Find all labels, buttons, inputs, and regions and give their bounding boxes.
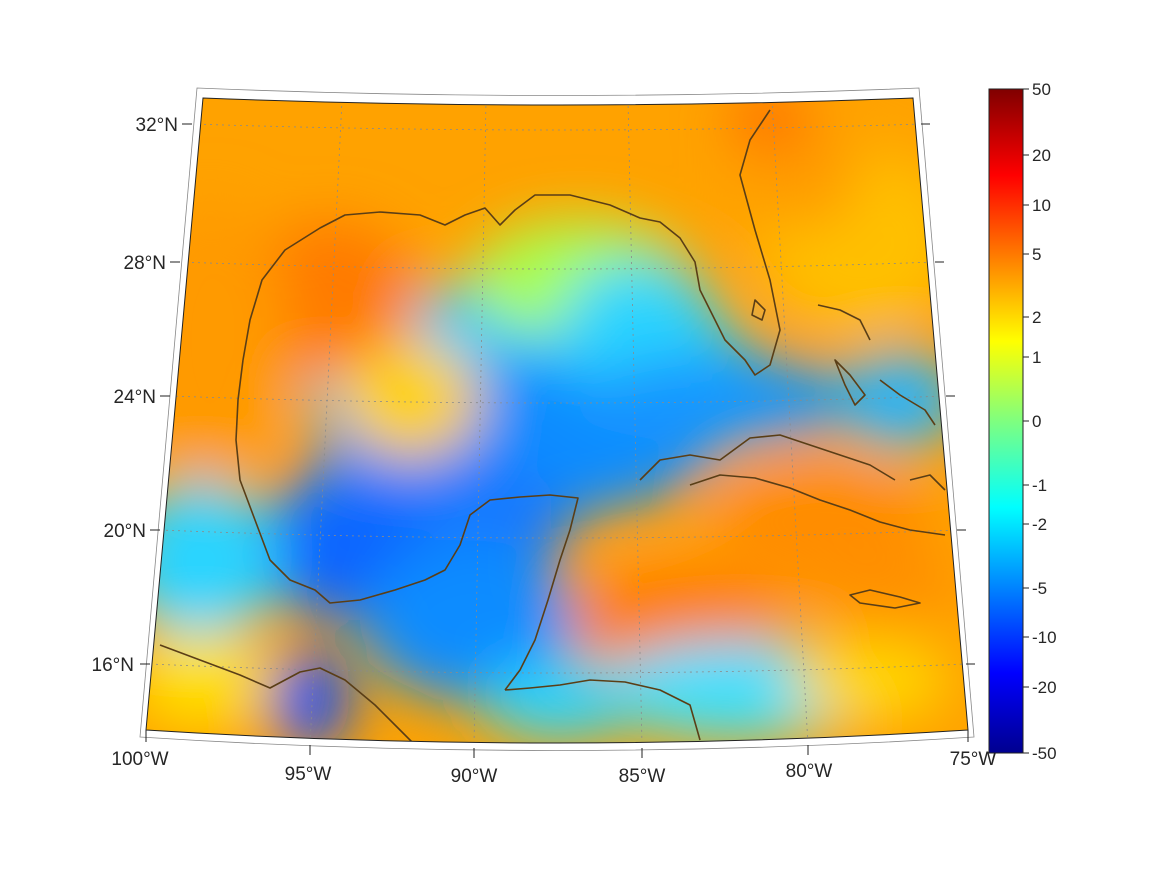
colorbar-tick-label: 5 (1032, 245, 1041, 264)
lon-label: 85°W (619, 766, 666, 787)
lat-label: 16°N (92, 655, 134, 676)
colorbar: 50 20 10 5 2 1 0 -1 -2 -5 -10 -20 -50 (988, 80, 1057, 763)
colorbar-tick-label: 2 (1032, 308, 1041, 327)
colorbar-tick-label: 0 (1032, 412, 1041, 431)
map-border (145, 97, 969, 744)
coastline (159, 109, 946, 743)
lat-label: 32°N (136, 115, 178, 136)
lon-label: 90°W (451, 766, 498, 787)
data-field (146, 98, 968, 743)
colorbar-tick-label: 50 (1032, 80, 1051, 99)
lat-label: 28°N (124, 253, 166, 274)
lon-labels: 100°W 95°W 90°W 85°W 80°W 75°W (111, 749, 996, 787)
colorbar-tick-label: 1 (1032, 348, 1041, 367)
axis-ticks (140, 123, 975, 758)
lat-label: 24°N (114, 387, 156, 408)
colorbar-gradient (988, 88, 1024, 754)
lon-label: 75°W (950, 749, 997, 770)
graticule (149, 99, 967, 743)
colorbar-tick-label: -2 (1032, 515, 1047, 534)
colorbar-tick-label: -50 (1032, 744, 1057, 763)
lat-label: 20°N (104, 521, 146, 542)
lon-label: 95°W (285, 764, 332, 785)
colorbar-tick-label: -1 (1032, 476, 1047, 495)
colorbar-tick-label: -10 (1032, 628, 1057, 647)
colorbar-tick-label: -5 (1032, 579, 1047, 598)
lon-label: 100°W (111, 749, 168, 770)
colorbar-tick-label: 20 (1032, 146, 1051, 165)
map-frame (139, 87, 975, 751)
lat-labels: 32°N 28°N 24°N 20°N 16°N (92, 115, 178, 676)
lon-label: 80°W (786, 761, 833, 782)
colorbar-tick-label: 10 (1032, 196, 1051, 215)
colorbar-tick-label: -20 (1032, 678, 1057, 697)
